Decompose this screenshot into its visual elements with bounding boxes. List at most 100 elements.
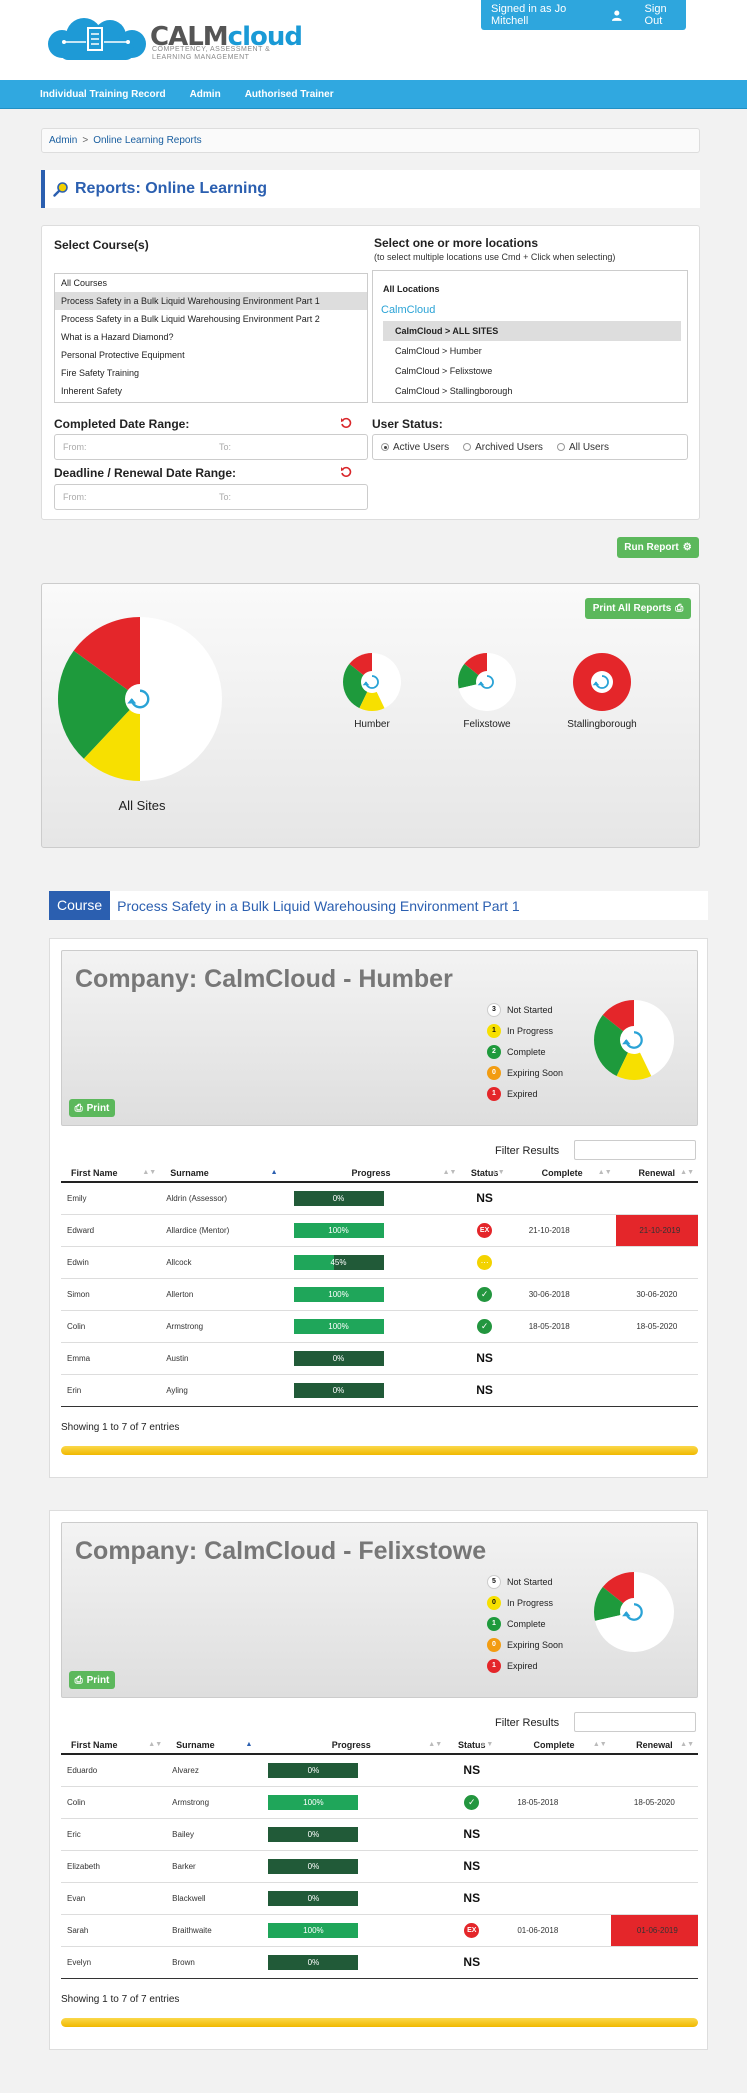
- course-select-list[interactable]: All Courses Process Safety in a Bulk Liq…: [54, 273, 368, 403]
- print-button[interactable]: ⎙ Print: [69, 1671, 115, 1689]
- table-row[interactable]: Emily Aldrin (Assessor) 0% NS: [61, 1182, 698, 1215]
- completed-from-input[interactable]: From:: [63, 442, 87, 452]
- refresh-icon[interactable]: [622, 1031, 643, 1049]
- refresh-icon[interactable]: [477, 675, 494, 689]
- table-row[interactable]: Edwin Allcock 45% ⋯: [61, 1246, 698, 1279]
- column-header[interactable]: Progress ▲▼: [281, 1165, 461, 1183]
- filter-results-input[interactable]: [574, 1712, 696, 1732]
- column-header[interactable]: Status ▲▼: [446, 1737, 498, 1755]
- location-option-selected[interactable]: CalmCloud > ALL SITES: [383, 321, 681, 341]
- progress-cell: 0%: [256, 1882, 447, 1915]
- location-option[interactable]: CalmCloud > Stallingborough: [395, 386, 513, 396]
- humber-label: Humber: [354, 719, 390, 730]
- pie-slice-in-progress[interactable]: [83, 699, 140, 781]
- progress-bar: 100%: [293, 1286, 384, 1302]
- breadcrumb-admin[interactable]: Admin: [49, 135, 78, 146]
- table-row[interactable]: Emma Austin 0% NS: [61, 1342, 698, 1375]
- course-option[interactable]: All Courses: [61, 278, 108, 288]
- filter-results-input[interactable]: [574, 1140, 696, 1160]
- pie-slice-expired[interactable]: [73, 617, 140, 699]
- company-pie-chart[interactable]: [593, 1571, 675, 1653]
- deadline-from-input[interactable]: From:: [63, 492, 87, 502]
- progress-cell: 0%: [281, 1342, 461, 1375]
- status-cell: ✓: [460, 1310, 509, 1343]
- radio-archived-users[interactable]: Archived Users: [463, 442, 543, 453]
- reset-completed-date-icon[interactable]: [340, 417, 352, 429]
- nav-admin[interactable]: Admin: [189, 88, 221, 100]
- table-row[interactable]: Eric Bailey 0% NS: [61, 1818, 698, 1851]
- table-row[interactable]: Simon Allerton 100% ✓ 30-06-2018 30-06-2…: [61, 1278, 698, 1311]
- pie-slice-not-started[interactable]: [372, 653, 401, 709]
- location-option[interactable]: CalmCloud > Humber: [395, 346, 482, 356]
- pie-slice-in-progress[interactable]: [616, 1040, 652, 1080]
- humber-pie-chart[interactable]: [342, 652, 402, 712]
- print-button[interactable]: ⎙ Print: [69, 1099, 115, 1117]
- refresh-icon[interactable]: [127, 689, 150, 709]
- course-option[interactable]: Fire Safety Training: [61, 368, 140, 378]
- location-select-list[interactable]: All Locations CalmCloud CalmCloud > ALL …: [372, 270, 688, 403]
- progress-value: 0%: [307, 1861, 320, 1871]
- table-row[interactable]: Eduardo Alvarez 0% NS: [61, 1754, 698, 1787]
- status-cell: ✓: [460, 1278, 509, 1311]
- all-sites-pie-chart[interactable]: [57, 616, 223, 782]
- radio-all-users[interactable]: All Users: [556, 442, 609, 453]
- refresh-icon[interactable]: [362, 675, 379, 689]
- sign-out-link[interactable]: Sign Out: [644, 3, 667, 27]
- course-option[interactable]: What is a Hazard Diamond?: [61, 332, 174, 342]
- column-header[interactable]: Progress ▲▼: [256, 1737, 447, 1755]
- table-row[interactable]: Elizabeth Barker 0% NS: [61, 1850, 698, 1883]
- status-not-started: NS: [476, 1191, 493, 1206]
- status-complete-icon: ✓: [477, 1318, 493, 1334]
- column-header[interactable]: First Name ▲▼: [61, 1165, 161, 1183]
- complete-date-cell: [508, 1182, 616, 1215]
- refresh-icon[interactable]: [622, 1603, 643, 1621]
- column-header[interactable]: Complete ▲▼: [508, 1165, 616, 1183]
- refresh-icon[interactable]: [592, 675, 609, 689]
- pie-slice-complete[interactable]: [58, 650, 141, 759]
- deadline-to-input[interactable]: To:: [219, 492, 232, 502]
- column-header[interactable]: Surname ▲: [166, 1737, 257, 1755]
- course-option[interactable]: Process Safety in a Bulk Liquid Warehous…: [61, 314, 320, 324]
- table-row[interactable]: Evan Blackwell 0% NS: [61, 1882, 698, 1915]
- location-option[interactable]: CalmCloud > Felixstowe: [395, 366, 493, 376]
- completed-date-range[interactable]: From: To:: [54, 434, 368, 460]
- stallingborough-pie-chart[interactable]: [572, 652, 632, 712]
- column-header[interactable]: First Name ▲▼: [61, 1737, 167, 1755]
- pie-slice-not-started[interactable]: [140, 617, 222, 781]
- table-row[interactable]: Colin Armstrong 100% ✓ 18-05-2018 18-05-…: [61, 1786, 698, 1819]
- results-table: First Name ▲▼ Surname ▲ Progress ▲▼ Status ▲▼ Co…: [61, 1165, 698, 1407]
- company-pie-chart[interactable]: [593, 999, 675, 1081]
- pie-slice-not-started[interactable]: [634, 1000, 674, 1077]
- column-header[interactable]: Renewal ▲▼: [615, 1165, 698, 1183]
- calmcloud-logo[interactable]: [40, 14, 300, 66]
- progress-bar: 100%: [268, 1922, 359, 1938]
- run-report-button[interactable]: Run Report ⚙: [617, 537, 699, 558]
- location-all[interactable]: All Locations: [383, 284, 440, 294]
- reset-deadline-date-icon[interactable]: [340, 466, 352, 478]
- felixstowe-pie-chart[interactable]: [457, 652, 517, 712]
- radio-active-users[interactable]: Active Users: [381, 442, 449, 453]
- course-option[interactable]: Inherent Safety: [61, 386, 123, 396]
- complete-date-cell: [497, 1850, 611, 1883]
- course-option[interactable]: Personal Protective Equipment: [61, 350, 185, 360]
- table-row[interactable]: Evelyn Brown 0% NS: [61, 1946, 698, 1979]
- deadline-date-range[interactable]: From: To:: [54, 484, 368, 510]
- table-row[interactable]: Sarah Braithwaite 100% EX 01-06-2018 01-…: [61, 1914, 698, 1947]
- pie-slice-complete[interactable]: [343, 663, 372, 709]
- print-all-reports-button[interactable]: Print All Reports ⎙: [585, 598, 691, 619]
- pie-slice-in-progress[interactable]: [359, 682, 385, 711]
- column-header[interactable]: Complete ▲▼: [497, 1737, 611, 1755]
- column-header[interactable]: Surname ▲: [160, 1165, 282, 1183]
- column-header[interactable]: Status ▲▼: [460, 1165, 509, 1183]
- nav-authorised-trainer[interactable]: Authorised Trainer: [244, 88, 334, 100]
- table-row[interactable]: Erin Ayling 0% NS: [61, 1374, 698, 1407]
- pie-slice-complete[interactable]: [594, 1015, 634, 1077]
- logo-main: CALM: [150, 22, 229, 52]
- signed-in-text: Signed in as Jo Mitchell: [491, 3, 567, 27]
- course-option-selected[interactable]: Process Safety in a Bulk Liquid Warehous…: [55, 292, 367, 310]
- completed-to-input[interactable]: To:: [219, 442, 232, 452]
- column-header[interactable]: Renewal ▲▼: [610, 1737, 698, 1755]
- table-row[interactable]: Edward Allardice (Mentor) 100% EX 21-10-…: [61, 1214, 698, 1247]
- table-row[interactable]: Colin Armstrong 100% ✓ 18-05-2018 18-05-…: [61, 1310, 698, 1343]
- nav-individual-training-record[interactable]: Individual Training Record: [40, 88, 166, 100]
